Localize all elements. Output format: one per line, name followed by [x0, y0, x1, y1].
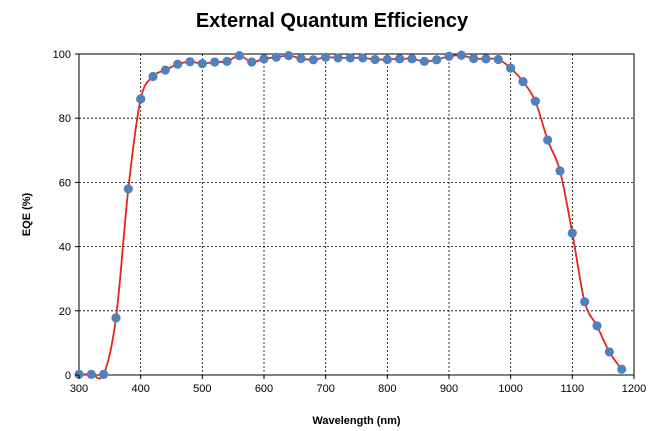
data-point: [617, 364, 627, 374]
data-point: [604, 347, 614, 357]
x-tick-label: 1200: [622, 383, 646, 395]
data-point: [247, 57, 257, 67]
data-point: [592, 321, 602, 331]
y-tick-label: 20: [59, 306, 71, 318]
data-point: [173, 59, 183, 69]
data-point: [197, 59, 207, 69]
x-tick-label: 500: [193, 383, 211, 395]
data-point: [123, 184, 133, 194]
data-point: [506, 63, 516, 73]
y-axis-ticks: 0 20 40 60 80 100: [53, 49, 79, 382]
y-axis-label: EQE (%): [21, 192, 33, 236]
x-tick-label: 400: [131, 383, 149, 395]
x-tick-label: 300: [70, 383, 88, 395]
data-point: [345, 53, 355, 63]
x-tick-label: 700: [316, 383, 334, 395]
y-tick-label: 80: [59, 113, 71, 125]
x-axis-ticks: 300 400 500 600 700 800 900 1000 1100 1200: [70, 375, 646, 395]
data-point: [234, 51, 244, 61]
data-point: [284, 51, 294, 61]
plot-area-frame: [78, 53, 635, 376]
data-point: [419, 56, 429, 66]
data-point: [99, 369, 109, 379]
data-point: [259, 54, 269, 64]
data-point: [358, 53, 368, 63]
data-point: [308, 55, 318, 65]
data-point: [296, 53, 306, 64]
data-point: [518, 77, 528, 87]
data-point: [148, 71, 158, 82]
data-point: [444, 51, 454, 61]
chart-title: External Quantum Efficiency: [196, 10, 469, 32]
data-point: [456, 50, 466, 60]
x-tick-label: 800: [378, 383, 396, 395]
data-point: [580, 297, 590, 307]
x-tick-label: 1000: [498, 383, 522, 395]
eqe-markers: [74, 50, 627, 379]
x-axis-label: Wavelength (nm): [312, 415, 401, 427]
data-point: [469, 53, 479, 64]
data-point: [86, 369, 96, 379]
data-point: [111, 313, 121, 323]
data-point: [493, 54, 503, 65]
data-point: [321, 52, 331, 62]
data-point: [333, 53, 343, 63]
data-point: [567, 228, 577, 238]
data-point: [222, 56, 232, 66]
data-point: [160, 65, 170, 75]
data-point: [530, 96, 540, 106]
eqe-curve: [78, 54, 623, 380]
x-tick-label: 600: [255, 383, 273, 395]
data-point: [271, 52, 281, 62]
grid-lines: [79, 54, 634, 375]
data-point: [555, 166, 565, 176]
data-point: [407, 54, 417, 64]
data-point: [395, 54, 405, 64]
data-point: [543, 135, 553, 145]
data-point: [370, 54, 380, 65]
data-point: [74, 369, 84, 379]
data-point: [136, 94, 146, 104]
y-tick-label: 100: [53, 49, 71, 61]
y-tick-label: 40: [59, 242, 71, 254]
data-point: [382, 54, 392, 65]
data-point: [210, 57, 220, 67]
y-tick-label: 0: [65, 370, 71, 382]
x-tick-label: 900: [440, 383, 458, 395]
data-point: [432, 55, 442, 65]
data-point: [185, 57, 195, 67]
data-point: [481, 54, 491, 64]
x-tick-label: 1100: [561, 383, 585, 395]
y-tick-label: 60: [59, 177, 71, 189]
